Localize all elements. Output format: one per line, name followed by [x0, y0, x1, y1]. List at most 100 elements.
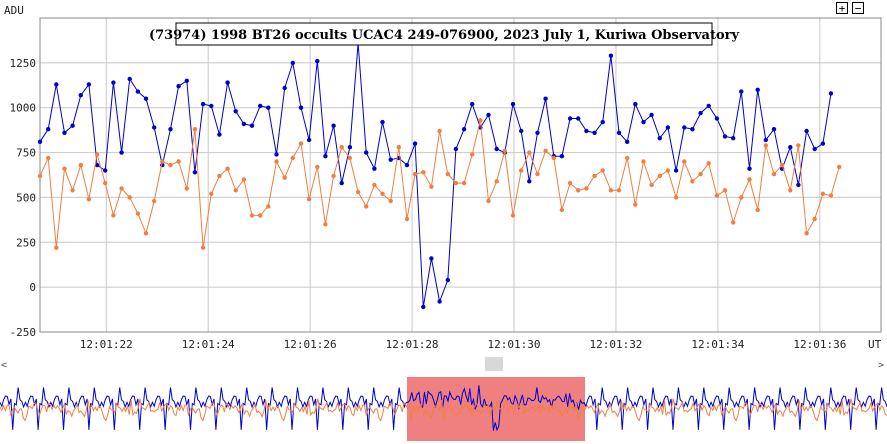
data-point [217, 173, 222, 179]
data-point [453, 180, 459, 186]
data-point [364, 150, 369, 155]
data-point [559, 154, 565, 159]
data-point [535, 171, 540, 177]
data-point [217, 132, 222, 137]
data-point [437, 299, 442, 304]
data-point [706, 103, 711, 109]
data-point [592, 173, 597, 179]
data-point [837, 164, 842, 170]
data-point [347, 155, 353, 161]
x-tick-label: 12:01:32 [589, 338, 642, 351]
data-point [290, 155, 295, 161]
data-point [616, 188, 622, 193]
overview-navigator[interactable] [0, 377, 887, 441]
data-point [820, 141, 826, 146]
data-point [543, 96, 548, 101]
data-point [461, 180, 467, 186]
zoom-out-button[interactable]: − [852, 2, 864, 14]
data-point [714, 116, 720, 121]
data-point [576, 188, 581, 193]
data-point [600, 168, 605, 173]
data-point [600, 119, 605, 125]
data-point [315, 164, 320, 170]
data-point [143, 96, 149, 101]
data-point [551, 155, 556, 161]
data-point [86, 82, 92, 87]
data-point [527, 179, 532, 184]
data-point [421, 170, 426, 175]
series-line-1 [39, 43, 832, 307]
y-axis-label: ADU [4, 4, 24, 17]
data-point [62, 130, 67, 135]
scrollbar-thumb[interactable] [485, 357, 503, 371]
data-point [249, 213, 255, 218]
data-point [282, 175, 287, 180]
data-point [266, 105, 271, 110]
range-scrollbar[interactable]: < > [0, 357, 887, 371]
title-box [175, 22, 713, 46]
data-point [804, 128, 809, 134]
data-point [470, 152, 475, 157]
data-point [429, 256, 434, 261]
data-point [274, 159, 279, 164]
data-point [78, 162, 84, 168]
data-point [755, 207, 760, 213]
data-point [135, 211, 141, 216]
data-point [828, 193, 834, 198]
data-point [486, 198, 491, 204]
data-point [127, 195, 132, 200]
data-point [739, 89, 744, 94]
data-point [796, 143, 801, 148]
data-point [331, 173, 336, 179]
data-point [46, 127, 51, 132]
overview-line-1 [0, 385, 887, 432]
data-point [445, 171, 450, 177]
data-point [502, 148, 507, 153]
data-point [241, 177, 247, 182]
x-tick-label: 12:01:24 [182, 338, 235, 351]
data-point [62, 166, 67, 171]
x-tick-label: 12:01:30 [488, 338, 541, 351]
data-point [812, 216, 817, 222]
data-point [355, 189, 361, 195]
data-point [70, 188, 75, 193]
data-point [429, 184, 434, 189]
zoom-in-button[interactable]: + [836, 2, 848, 14]
data-point [625, 155, 630, 161]
data-point [306, 137, 312, 143]
data-point [86, 197, 92, 202]
data-point [168, 162, 173, 168]
data-point [339, 145, 344, 150]
data-point [755, 87, 760, 93]
data-point [184, 78, 189, 84]
data-point [200, 101, 206, 107]
y-tick-label: 750 [16, 147, 36, 160]
data-point [331, 123, 336, 128]
data-point [779, 162, 785, 168]
data-point [641, 119, 646, 125]
data-point [388, 198, 393, 204]
data-point [412, 171, 418, 177]
x-axis-ticks: 12:01:22 12:01:24 12:01:26 12:01:28 12:01:30… [80, 338, 847, 351]
data-point [788, 188, 793, 193]
overview-series-group [0, 385, 887, 432]
data-point [739, 195, 744, 200]
data-point [347, 145, 353, 150]
data-point [192, 170, 198, 175]
data-point [306, 197, 312, 202]
data-point [160, 159, 165, 164]
data-point [706, 161, 711, 166]
data-point [649, 182, 654, 188]
y-tick-label: 250 [16, 236, 36, 249]
overview-line-2 [0, 398, 887, 422]
data-point [494, 146, 499, 152]
scroll-right-arrow[interactable]: > [878, 360, 884, 371]
data-point [241, 121, 247, 127]
data-point [828, 91, 834, 96]
data-point [445, 277, 450, 283]
scroll-left-arrow[interactable]: < [1, 360, 7, 371]
data-point [54, 245, 59, 250]
scrollbar-track[interactable] [0, 357, 887, 371]
x-tick-label: 12:01:36 [793, 338, 846, 351]
